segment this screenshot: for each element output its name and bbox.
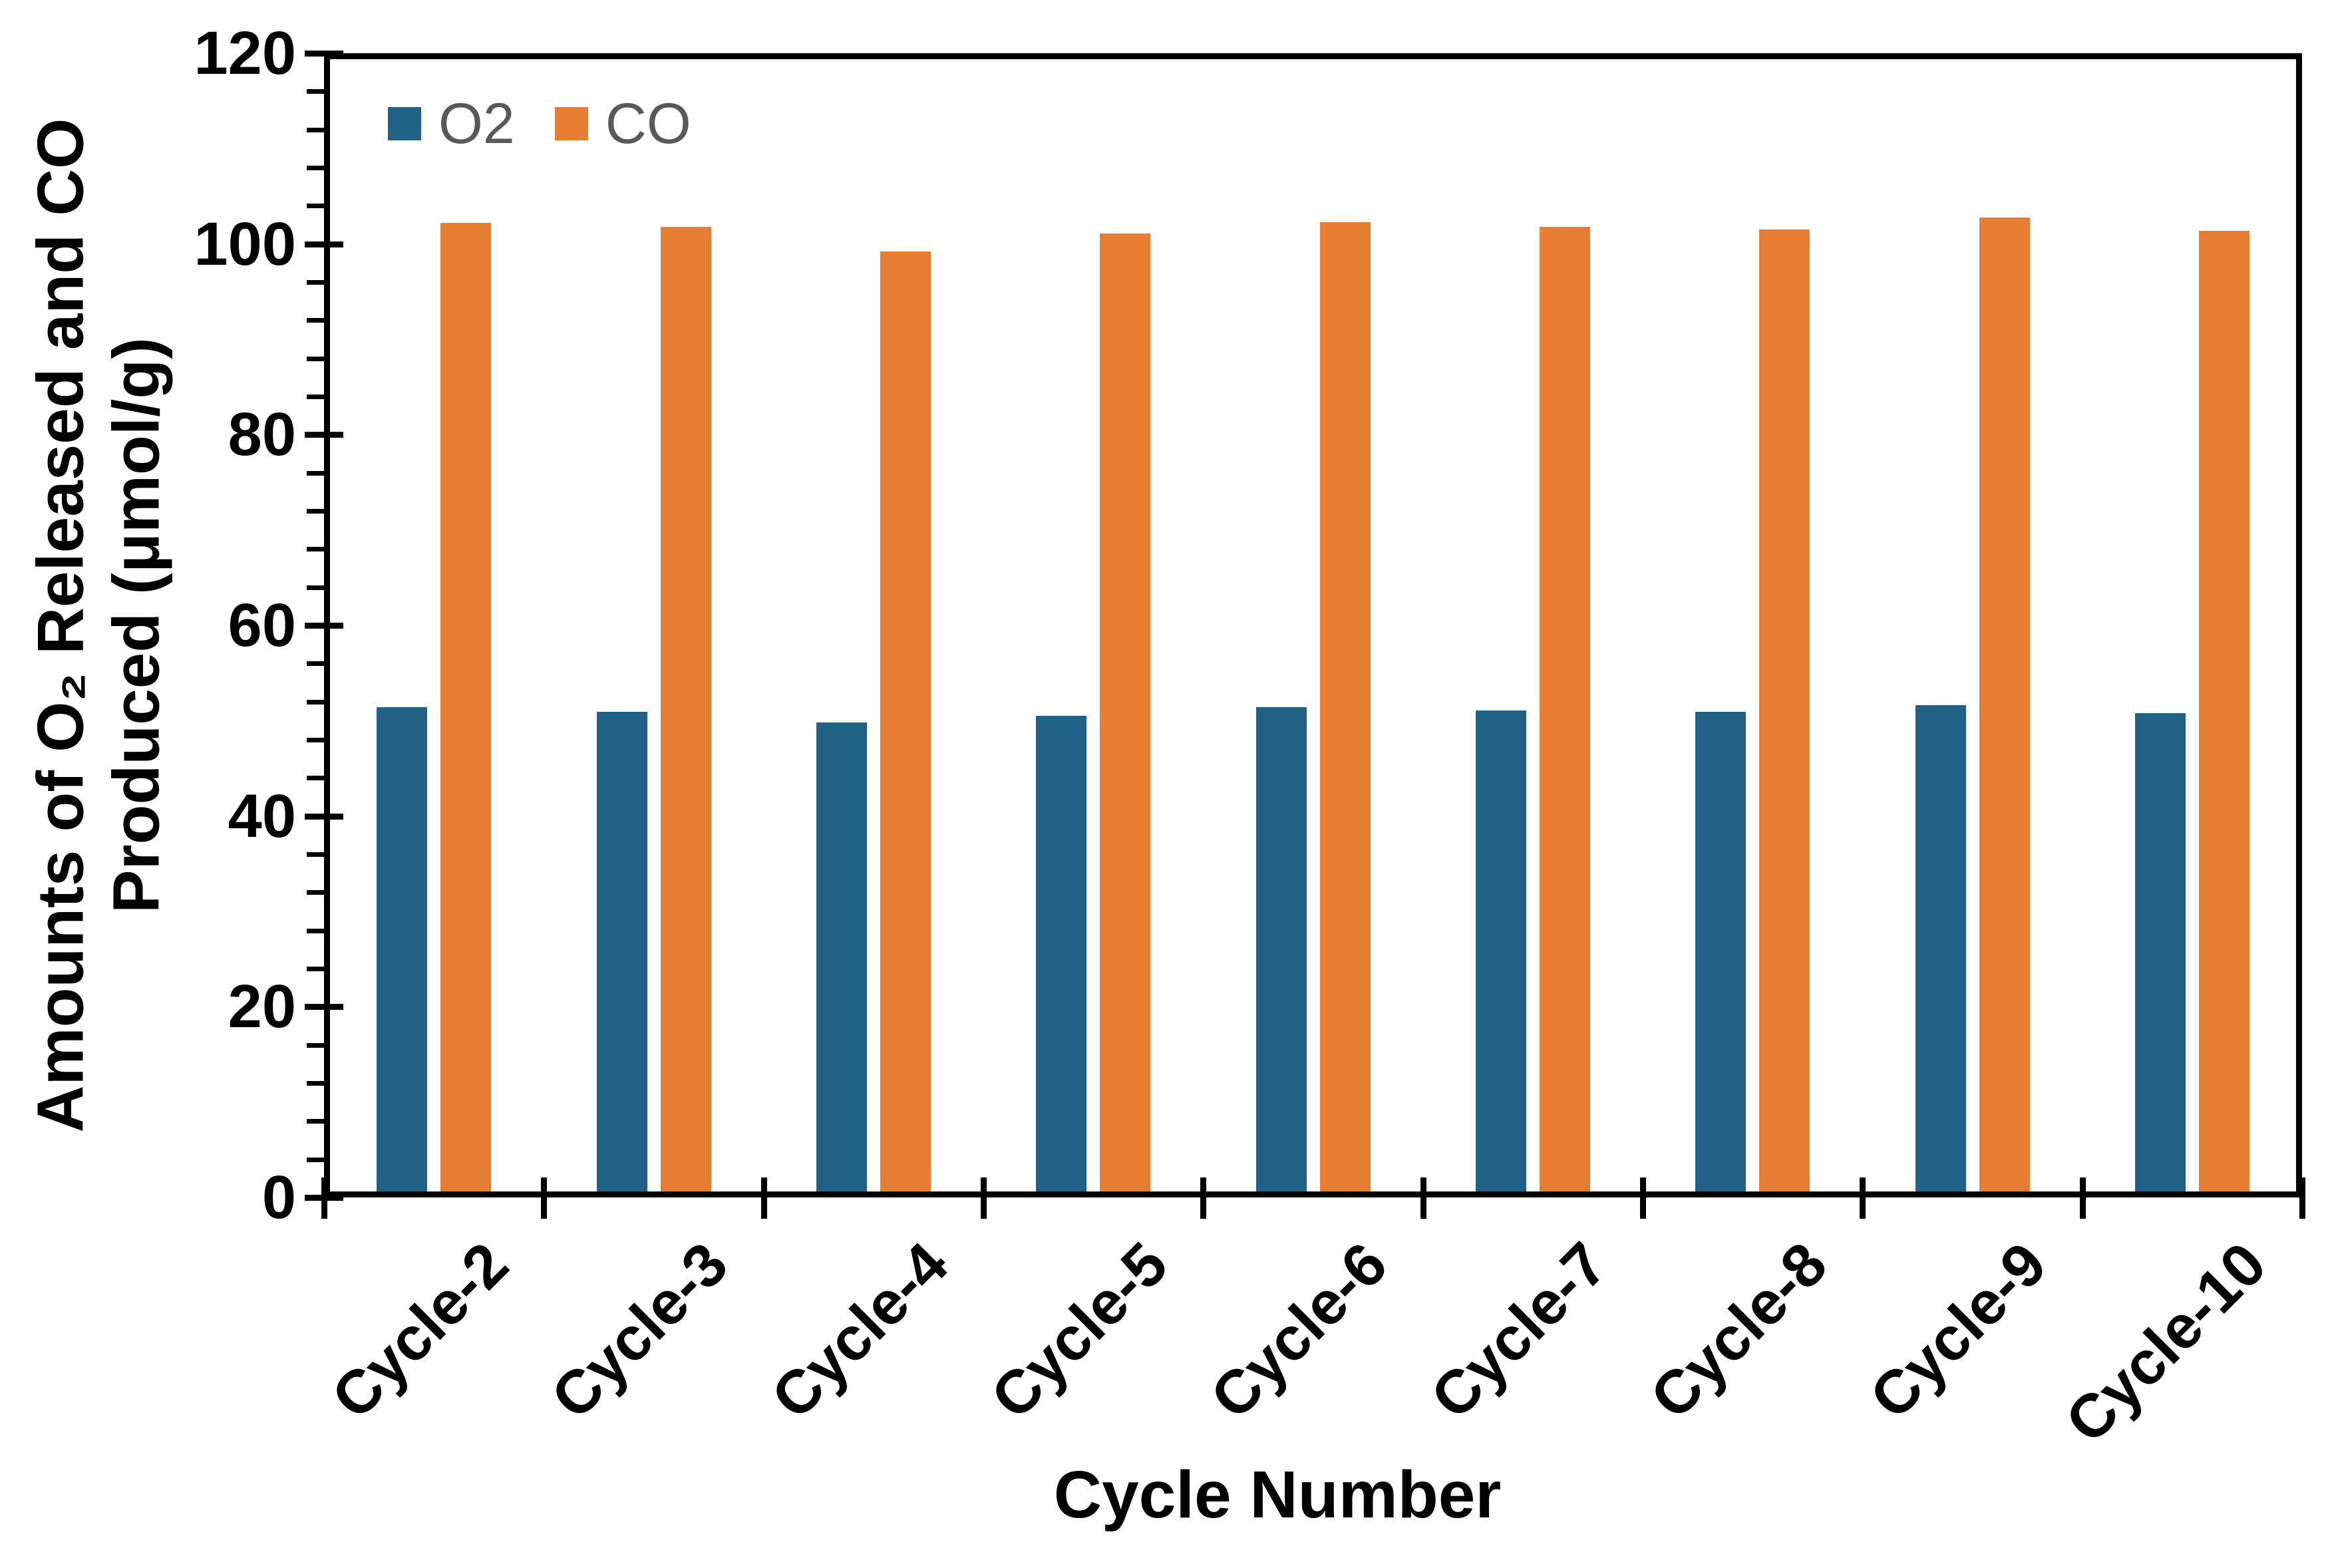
x-axis-title: Cycle Number xyxy=(1053,1458,1502,1532)
y-minor-tick-64 xyxy=(307,585,324,590)
bar-o2-cycle-7 xyxy=(1475,710,1526,1197)
bar-o2-cycle-4 xyxy=(816,722,867,1197)
y-minor-tick-92 xyxy=(307,318,324,323)
x-tick-label-cycle-9: Cycle-9 xyxy=(1857,1229,2060,1432)
legend-entry-co: CO xyxy=(554,92,691,156)
bar-co-cycle-6 xyxy=(1319,222,1371,1197)
y-minor-tick-12 xyxy=(307,1081,324,1086)
x-tick-label-cycle-5: Cycle-5 xyxy=(978,1229,1181,1432)
legend-entry-o2: O2 xyxy=(388,92,515,156)
x-tick-label-cycle-7: Cycle-7 xyxy=(1418,1229,1620,1432)
y-minor-tick-48 xyxy=(307,738,324,742)
y-minor-tick-28 xyxy=(307,928,324,933)
bar-o2-cycle-9 xyxy=(1915,705,1966,1197)
x-boundary-tick-5 xyxy=(1420,1177,1426,1219)
y-major-tick-100 xyxy=(305,241,343,247)
x-boundary-tick-1 xyxy=(541,1177,548,1219)
x-boundary-tick-4 xyxy=(1200,1177,1207,1219)
y-minor-tick-112 xyxy=(307,127,324,132)
bar-co-cycle-2 xyxy=(440,223,492,1197)
y-minor-tick-16 xyxy=(307,1042,324,1048)
bar-co-cycle-4 xyxy=(880,251,931,1197)
bar-co-cycle-7 xyxy=(1539,226,1590,1197)
y-minor-tick-116 xyxy=(307,89,324,94)
y-minor-tick-36 xyxy=(307,852,324,857)
y-minor-tick-108 xyxy=(307,166,324,170)
y-major-tick-120 xyxy=(305,51,343,57)
y-minor-tick-32 xyxy=(307,890,324,895)
y-major-tick-80 xyxy=(305,432,343,438)
bar-co-cycle-8 xyxy=(1759,230,1810,1197)
x-tick-label-cycle-10: Cycle-10 xyxy=(2053,1229,2279,1456)
y-minor-tick-56 xyxy=(307,661,324,667)
bar-co-cycle-9 xyxy=(1979,217,2030,1197)
y-minor-tick-96 xyxy=(307,280,324,285)
x-boundary-tick-7 xyxy=(1860,1177,1866,1219)
y-minor-tick-4 xyxy=(307,1157,324,1162)
y-minor-tick-44 xyxy=(307,776,324,781)
x-boundary-tick-8 xyxy=(2079,1177,2086,1219)
x-tick-label-cycle-2: Cycle-2 xyxy=(319,1229,522,1432)
y-tick-label-60: 60 xyxy=(228,591,296,659)
y-minor-tick-76 xyxy=(307,470,324,476)
y-minor-tick-24 xyxy=(307,967,324,971)
bar-o2-cycle-8 xyxy=(1695,712,1747,1197)
legend-swatch-co xyxy=(554,107,588,140)
y-minor-tick-72 xyxy=(307,509,324,514)
bar-co-cycle-3 xyxy=(660,226,711,1197)
y-tick-label-0: 0 xyxy=(261,1164,296,1231)
bar-co-cycle-5 xyxy=(1100,233,1151,1197)
y-minor-tick-52 xyxy=(307,699,324,705)
y-tick-label-80: 80 xyxy=(228,400,296,469)
x-boundary-tick-3 xyxy=(981,1177,987,1219)
x-tick-label-cycle-3: Cycle-3 xyxy=(538,1229,741,1432)
y-minor-tick-8 xyxy=(307,1119,324,1124)
y-major-tick-40 xyxy=(305,813,343,820)
bar-o2-cycle-2 xyxy=(377,707,428,1197)
y-minor-tick-84 xyxy=(307,394,324,399)
x-boundary-tick-2 xyxy=(760,1177,767,1219)
x-tick-label-cycle-8: Cycle-8 xyxy=(1637,1229,1840,1432)
bars-layer xyxy=(324,53,2302,1197)
x-tick-label-cycle-4: Cycle-4 xyxy=(758,1229,961,1432)
legend-label-co: CO xyxy=(605,92,691,156)
legend-swatch-o2 xyxy=(388,107,421,140)
y-tick-label-40: 40 xyxy=(228,782,296,850)
y-minor-tick-88 xyxy=(307,356,324,361)
y-tick-label-120: 120 xyxy=(194,19,297,87)
x-tick-label-cycle-6: Cycle-6 xyxy=(1198,1229,1401,1432)
bar-o2-cycle-3 xyxy=(596,712,647,1197)
y-major-tick-60 xyxy=(305,623,343,629)
bar-o2-cycle-5 xyxy=(1036,716,1087,1197)
bar-co-cycle-10 xyxy=(2198,230,2249,1197)
bar-o2-cycle-10 xyxy=(2134,712,2186,1197)
x-boundary-tick-0 xyxy=(321,1177,327,1219)
y-major-tick-20 xyxy=(305,1004,343,1011)
y-minor-tick-104 xyxy=(307,204,324,209)
x-boundary-tick-6 xyxy=(1640,1177,1646,1219)
legend: O2 CO xyxy=(388,92,691,156)
bar-o2-cycle-6 xyxy=(1255,707,1307,1197)
y-minor-tick-68 xyxy=(307,547,324,552)
x-boundary-tick-9 xyxy=(2299,1177,2305,1219)
y-tick-label-100: 100 xyxy=(194,210,297,278)
y-tick-label-20: 20 xyxy=(228,973,296,1041)
legend-label-o2: O2 xyxy=(438,92,515,156)
